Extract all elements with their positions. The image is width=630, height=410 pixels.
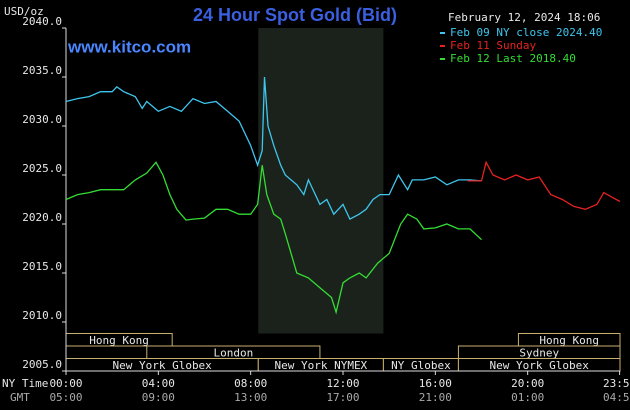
chart-title: 24 Hour Spot Gold (Bid) [193, 5, 397, 25]
session-label: New York NYMEX [274, 359, 367, 372]
x-tick-label: 23:59 [603, 377, 630, 390]
x-tick-label: 00:00 [49, 377, 82, 390]
x2-tick-label: 01:00 [511, 391, 544, 404]
y-tick-label: 2030.0 [22, 113, 62, 126]
session-highlight [258, 28, 384, 334]
x-tick-label: 04:00 [142, 377, 175, 390]
session-label: New York Globex [112, 359, 212, 372]
x2-tick-label: 17:00 [326, 391, 359, 404]
session-label: Hong Kong [89, 334, 149, 347]
series-line [65, 76, 482, 220]
x-tick-label: 12:00 [326, 377, 359, 390]
series-line [467, 160, 621, 210]
x2-tick-label: 13:00 [234, 391, 267, 404]
watermark: www.kitco.com [67, 37, 191, 56]
legend-label: Feb 12 Last 2018.40 [450, 52, 576, 65]
x-tick-label: 16:00 [419, 377, 452, 390]
x2-tick-label: 09:00 [142, 391, 175, 404]
legend-label: Feb 09 NY close 2024.40 [450, 26, 602, 39]
y-axis-label: USD/oz [4, 5, 44, 18]
session-label: NY Globex [391, 359, 451, 372]
y-tick-label: 2025.0 [22, 162, 62, 175]
y-tick-label: 2015.0 [22, 260, 62, 273]
x2-tick-label: 05:00 [49, 391, 82, 404]
y-tick-label: 2035.0 [22, 64, 62, 77]
x-axis-label: NY Time [2, 377, 48, 390]
x2-axis-label: GMT [10, 391, 30, 404]
x-tick-label: 08:00 [234, 377, 267, 390]
x2-tick-label: 04:59 [603, 391, 630, 404]
y-tick-label: 2010.0 [22, 309, 62, 322]
session-label: Sydney [519, 346, 559, 359]
x2-tick-label: 21:00 [419, 391, 452, 404]
legend-label: Feb 11 Sunday [450, 39, 536, 52]
session-label: New York Globex [490, 359, 590, 372]
series-line [65, 161, 482, 315]
y-tick-label: 2005.0 [22, 358, 62, 371]
y-tick-label: 2020.0 [22, 211, 62, 224]
session-label: Hong Kong [539, 334, 599, 347]
timestamp: February 12, 2024 18:06 [448, 11, 600, 24]
session-label: London [213, 346, 253, 359]
y-tick-label: 2040.0 [22, 15, 62, 28]
x-tick-label: 20:00 [511, 377, 544, 390]
